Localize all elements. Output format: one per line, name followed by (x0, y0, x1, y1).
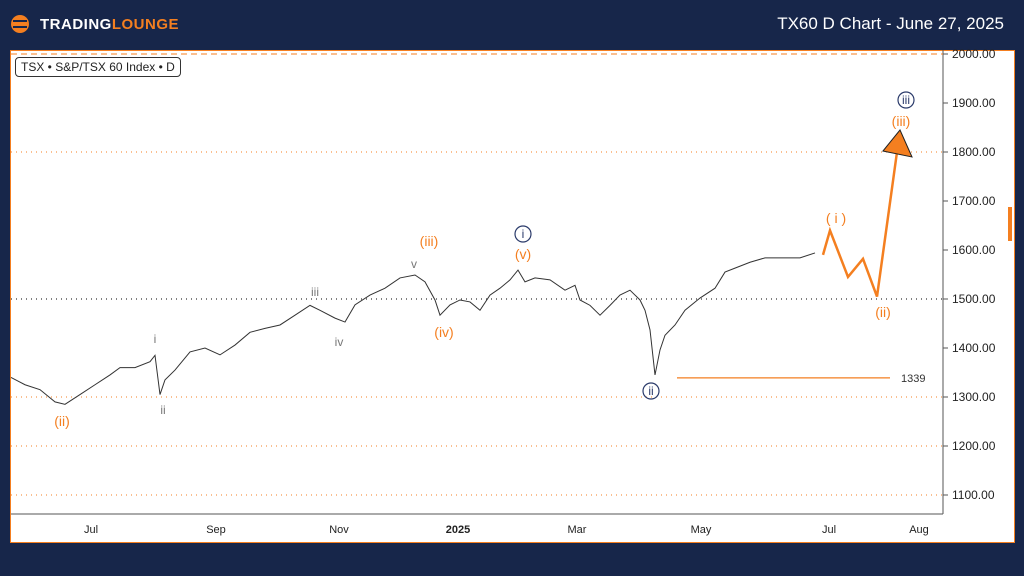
y-tick-label: 1300.00 (952, 390, 996, 404)
brand-a: TRADING (40, 15, 112, 33)
wave-label: (ii) (54, 413, 70, 429)
x-tick-label: Jul (84, 524, 98, 536)
x-tick-label: Jul (822, 524, 836, 536)
wave-label: (iii) (892, 113, 911, 129)
wave-label: ii (160, 403, 165, 417)
y-tick-label: 1400.00 (952, 341, 996, 355)
wave-label: (iii) (420, 233, 439, 249)
support-label: 1339 (901, 373, 925, 385)
forecast-arrow (882, 129, 913, 158)
brand-b: LOUNGE (111, 15, 179, 33)
chart-title: TX60 D Chart - June 27, 2025 (777, 14, 1004, 33)
wave-label: ( i ) (826, 210, 846, 226)
wave-label: iii (311, 285, 319, 299)
wave-circle-icon (514, 225, 532, 243)
y-tick-label: 1900.00 (952, 96, 996, 110)
y-tick-label: 2000.00 (952, 47, 996, 61)
wave-label: iv (335, 335, 344, 349)
wave-label: i (522, 227, 525, 241)
wave-label: (v) (515, 246, 531, 262)
chart-panel (10, 50, 1015, 543)
x-tick-label: Mar (568, 524, 587, 536)
x-tick-label: Nov (329, 524, 349, 536)
wave-label: v (411, 257, 417, 271)
brand-logo: TRADING LOUNGE (10, 14, 179, 34)
logo-icon (11, 15, 29, 33)
wave-circle-icon (897, 91, 915, 109)
y-tick-label: 1100.00 (952, 488, 995, 502)
x-tick-label: Aug (909, 524, 929, 536)
forecast-line (821, 151, 899, 297)
x-tick-label: May (691, 524, 712, 536)
scroll-marker (1008, 207, 1012, 241)
y-tick-label: 1800.00 (952, 145, 996, 159)
x-tick-label: 2025 (446, 524, 470, 536)
symbol-label: TSX • S&P/TSX 60 Index • D (15, 57, 181, 77)
y-tick-label: 1700.00 (952, 194, 996, 208)
wave-circle-icon (642, 382, 660, 400)
wave-label: (iv) (434, 324, 453, 340)
price-line (10, 252, 816, 405)
wave-label: iii (902, 93, 910, 107)
x-tick-label: Sep (206, 524, 226, 536)
y-tick-label: 1500.00 (952, 292, 996, 306)
y-tick-label: 1600.00 (952, 243, 996, 257)
y-tick-label: 1200.00 (952, 439, 996, 453)
wave-label: i (154, 332, 157, 346)
wave-label: (ii) (875, 304, 891, 320)
wave-label: ii (648, 384, 653, 398)
